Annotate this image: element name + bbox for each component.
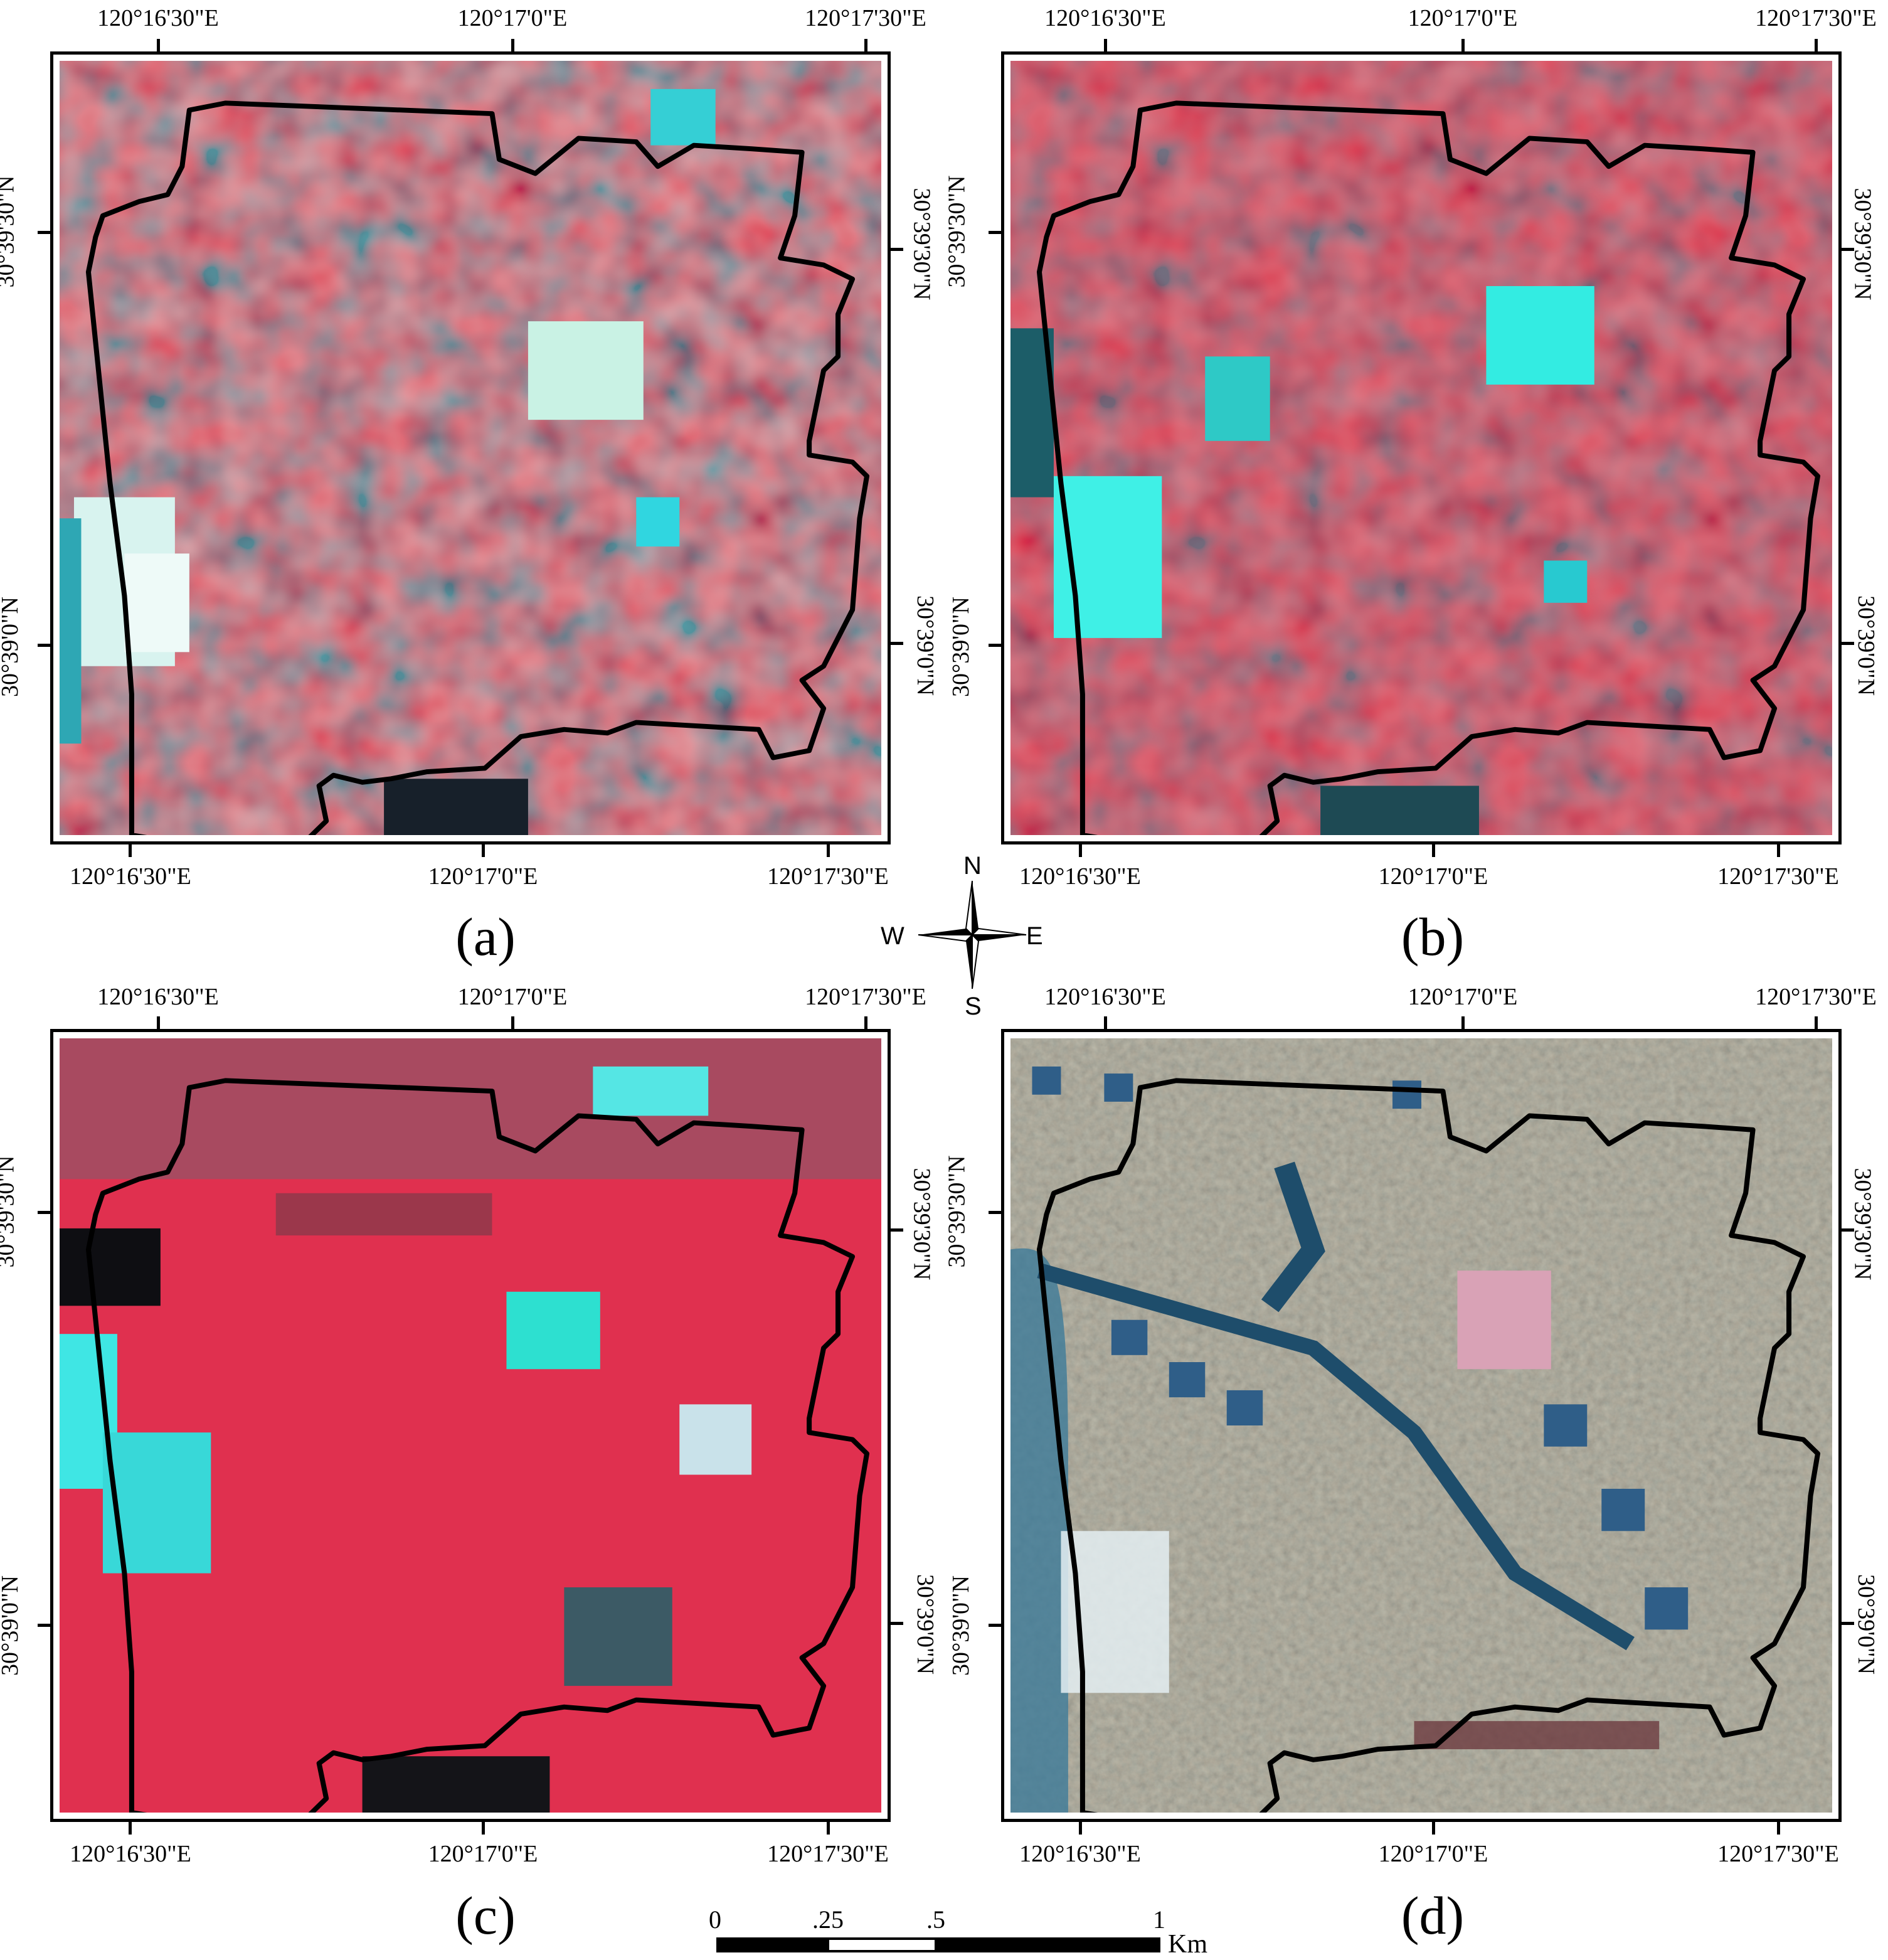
panel-caption-c: (c) [455, 1885, 516, 1946]
lon-label-bottom-b-1: 120°16'30"E [1019, 863, 1141, 890]
compass-n: N [963, 852, 982, 880]
lat-label-left-c-1: 30°39'30"N [0, 1155, 19, 1268]
lon-label-top-a-2: 120°17'0"E [457, 5, 568, 31]
panel-caption-b: (b) [1401, 907, 1465, 967]
lat-label-left-b-2: 30°39'0"N [948, 597, 974, 697]
scale-segment-1 [716, 1937, 829, 1952]
lon-label-top-d-1: 120°16'30"E [1044, 984, 1166, 1010]
lon-label-bottom-b-2: 120°17'0"E [1378, 863, 1488, 890]
lon-label-top-d-2: 120°17'0"E [1408, 984, 1518, 1010]
lon-label-top-b-3: 120°17'30"E [1755, 5, 1877, 31]
lon-label-bottom-c-2: 120°17'0"E [428, 1841, 538, 1867]
lat-label-left-d-1: 30°39'30"N [943, 1155, 970, 1268]
lon-label-top-a-3: 120°17'30"E [805, 5, 926, 31]
lat-label-right-b-1: 30°39'30"N [1849, 188, 1876, 301]
scale-bar: 0 .25 .5 1 Km [690, 1907, 1254, 1960]
compass-w: W [881, 922, 904, 950]
lat-label-right-d-1: 30°39'30"N [1849, 1168, 1876, 1281]
false-colour-image-b [1010, 61, 1832, 835]
compass-e: E [1026, 922, 1043, 950]
panel-caption-a: (a) [455, 907, 516, 967]
lon-label-top-c-2: 120°17'0"E [457, 984, 568, 1010]
north-arrow: N S W E [881, 852, 1043, 1020]
lon-label-bottom-d-2: 120°17'0"E [1378, 1841, 1488, 1867]
lon-label-bottom-c-3: 120°17'30"E [767, 1841, 889, 1867]
false-colour-image-d [1010, 1038, 1832, 1813]
lon-label-top-a-1: 120°16'30"E [97, 5, 219, 31]
lat-label-left-a-1: 30°39'30"N [0, 175, 19, 288]
scale-label-1: 1 [1153, 1905, 1165, 1934]
scale-label-0: 0 [709, 1905, 721, 1934]
panel-caption-d: (d) [1401, 1885, 1465, 1946]
lat-label-right-a-1: 30°39'30"N [908, 188, 935, 301]
lon-label-top-c-1: 120°16'30"E [97, 984, 219, 1010]
scale-label-05: .5 [926, 1905, 945, 1934]
map-frame-d [1001, 1029, 1842, 1822]
lon-label-top-d-3: 120°17'30"E [1755, 984, 1877, 1010]
lon-label-bottom-a-3: 120°17'30"E [767, 863, 889, 890]
lon-label-bottom-b-3: 120°17'30"E [1717, 863, 1839, 890]
lon-label-bottom-a-2: 120°17'0"E [428, 863, 538, 890]
map-frame-c [50, 1029, 891, 1822]
lat-label-right-b-2: 30°39'0"N [1853, 595, 1879, 696]
lon-label-top-b-2: 120°17'0"E [1408, 5, 1518, 31]
lon-label-bottom-d-3: 120°17'30"E [1717, 1841, 1839, 1867]
false-colour-image-c [60, 1038, 881, 1813]
map-frame-a [50, 51, 891, 844]
lat-label-right-d-2: 30°39'0"N [1853, 1574, 1879, 1675]
lat-label-left-b-1: 30°39'30"N [943, 175, 970, 288]
false-colour-image-a [60, 61, 881, 835]
lon-label-bottom-a-1: 120°16'30"E [70, 863, 191, 890]
lon-label-bottom-d-1: 120°16'30"E [1019, 1841, 1141, 1867]
lat-label-right-a-2: 30°39'0"N [912, 595, 938, 696]
lat-label-left-d-2: 30°39'0"N [948, 1575, 974, 1676]
lat-label-left-a-2: 30°39'0"N [0, 597, 23, 697]
compass-rose-icon [918, 880, 1027, 989]
scale-unit: Km [1168, 1930, 1207, 1959]
lat-label-right-c-1: 30°39'30"N [908, 1168, 935, 1281]
lon-label-top-c-3: 120°17'30"E [805, 984, 926, 1010]
scale-segment-3 [935, 1937, 1160, 1952]
map-frame-b [1001, 51, 1842, 844]
scale-segment-2 [827, 1937, 937, 1952]
lon-label-top-b-1: 120°16'30"E [1044, 5, 1166, 31]
lat-label-left-c-2: 30°39'0"N [0, 1575, 23, 1676]
scale-label-025: .25 [812, 1905, 844, 1934]
lat-label-right-c-2: 30°39'0"N [912, 1574, 938, 1675]
compass-s: S [965, 993, 982, 1020]
lon-label-bottom-c-1: 120°16'30"E [70, 1841, 191, 1867]
